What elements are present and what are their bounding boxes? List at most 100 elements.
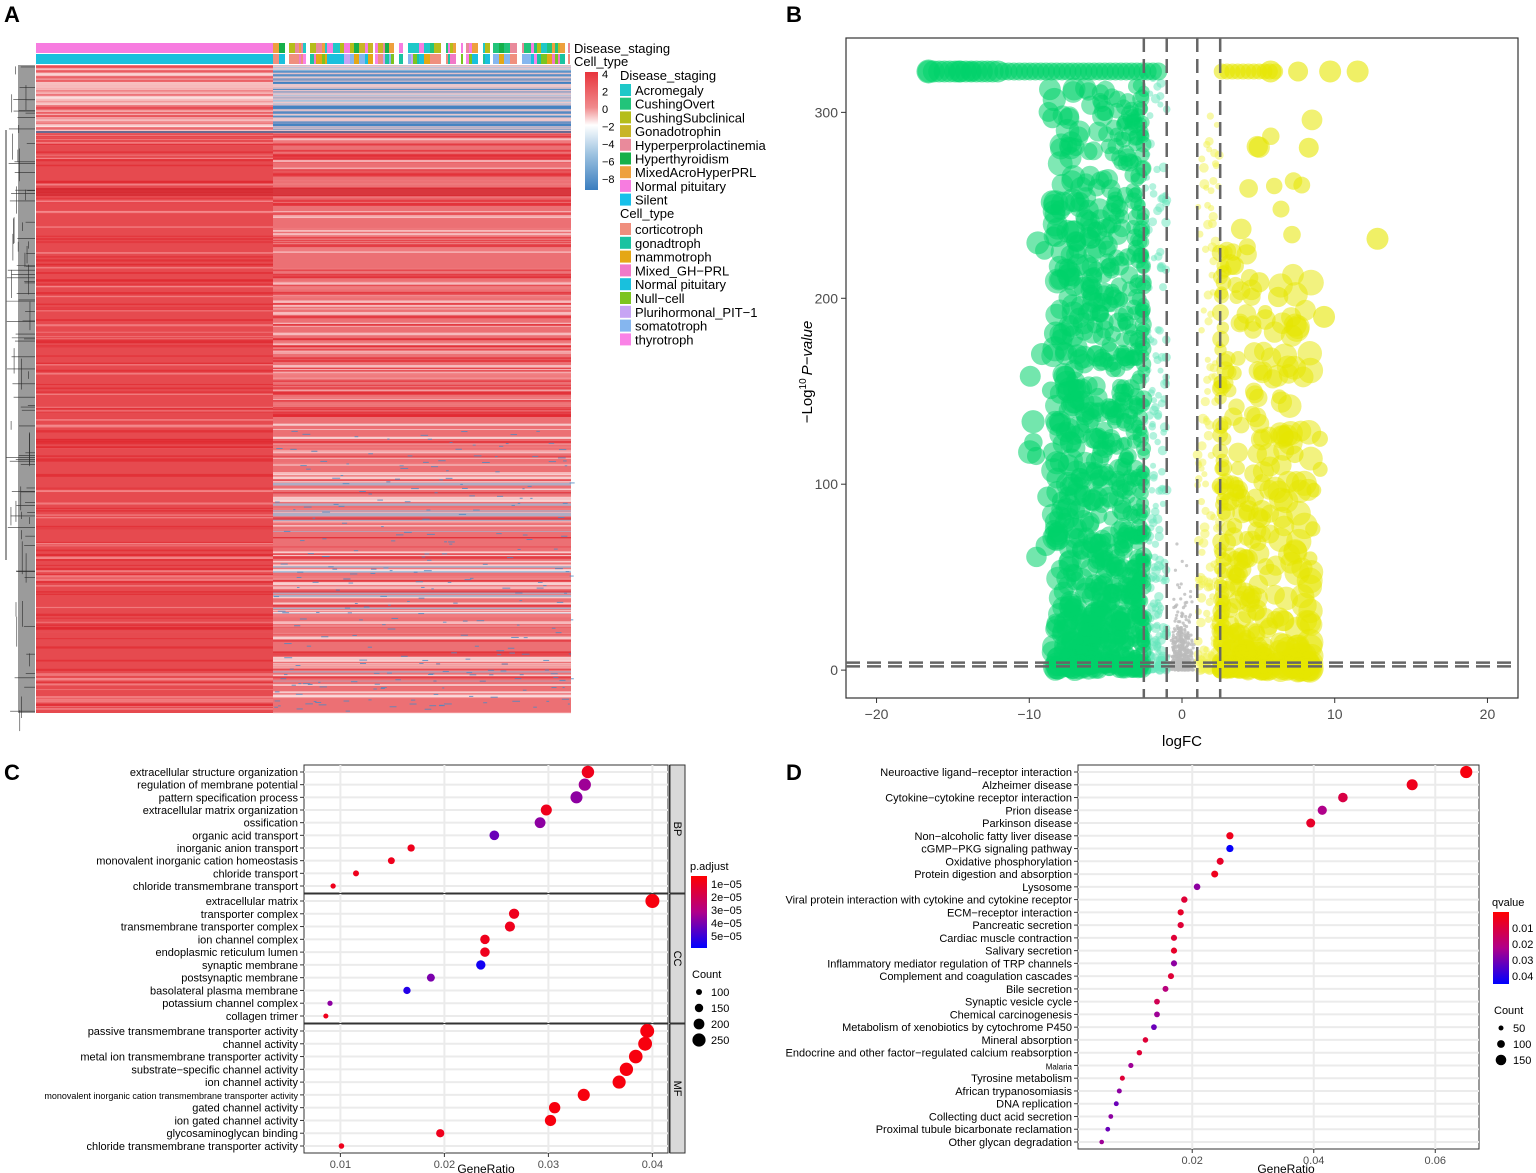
d-dot (1317, 805, 1327, 815)
heat-speckle (434, 492, 438, 494)
volcano-point (1249, 272, 1270, 293)
heat-stripe (273, 280, 571, 283)
legend-swatch (620, 125, 631, 138)
volcano-point (1155, 525, 1164, 534)
volcano-point (1190, 651, 1194, 656)
heat-stripe (273, 312, 571, 315)
heat-stripe (36, 708, 273, 710)
heat-stripe (273, 352, 571, 354)
c-color-tick-label: 4e−05 (711, 918, 742, 930)
d-term-label: Malaria (1046, 1062, 1073, 1071)
volcano-point (1151, 540, 1160, 548)
volcano-point (1206, 112, 1214, 120)
heat-speckle (482, 461, 490, 463)
track-celltype-cell (322, 54, 325, 64)
track-celltype-cell (466, 54, 469, 64)
heat-stripe (36, 668, 273, 671)
heat-stripe (273, 379, 571, 382)
heat-stripe (273, 551, 571, 554)
track-celltype-cell (273, 54, 279, 64)
legend-item: gonadtroph (635, 236, 701, 251)
track-celltype-cell (424, 54, 427, 64)
d-dot (1177, 921, 1184, 929)
volcano-point (1156, 78, 1166, 88)
d-dot (1226, 832, 1234, 840)
c-facet-label: BP (671, 822, 683, 837)
track-disease-cell (370, 43, 373, 53)
heat-stripe (36, 164, 273, 167)
volcano-point (1135, 552, 1149, 566)
track-disease-cell (279, 43, 285, 53)
track-disease-cell (466, 43, 469, 53)
heat-stripe (36, 238, 273, 240)
heat-speckle (424, 553, 430, 555)
volcano-point (1297, 341, 1323, 366)
heat-stripe (36, 553, 273, 556)
heat-speckle (274, 706, 279, 708)
volcano-point (1126, 608, 1143, 625)
heat-stripe (273, 481, 571, 483)
volcano-point (1178, 635, 1182, 639)
dendro-dense (18, 65, 35, 713)
track-disease-cell (322, 43, 325, 53)
volcano-point (1181, 668, 1186, 672)
panel-c-go-dotplot: extracellular structure organizationregu… (44, 764, 686, 1173)
heat-speckle (318, 681, 321, 683)
volcano-point (1084, 581, 1104, 601)
volcano-point (1149, 666, 1157, 674)
track-celltype-cell (370, 54, 373, 64)
heat-stripe (36, 272, 273, 274)
volcano-point (1159, 422, 1170, 433)
legend-swatch (620, 84, 631, 96)
volcano-point (1132, 100, 1148, 116)
heat-stripe (273, 613, 571, 617)
heat-stripe (273, 159, 571, 163)
volcano-point (1180, 631, 1184, 635)
track-disease-cell (327, 43, 333, 53)
c-size-label: 150 (711, 1003, 729, 1015)
d-term-label: Non−alcoholic fatty liver disease (915, 831, 1072, 843)
track-celltype-cell (325, 54, 327, 64)
d-dot (1142, 1037, 1149, 1043)
heat-speckle (442, 670, 449, 672)
heat-speckle (469, 577, 474, 579)
c-dot (403, 986, 411, 995)
heat-stripe (273, 450, 571, 452)
d-term-label: Collecting duct acid secretion (929, 1111, 1072, 1123)
d-dot (1216, 857, 1224, 865)
heat-stripe (273, 396, 571, 399)
c-dot (619, 1062, 634, 1077)
heat-speckle (546, 700, 550, 702)
y-tick-label: 0 (830, 662, 838, 678)
volcano-point (1175, 542, 1179, 546)
track-celltype-cell (510, 54, 517, 64)
track-celltype-cell (385, 54, 389, 64)
heat-speckle (303, 683, 311, 685)
heat-stripe (273, 113, 571, 116)
heat-band (36, 188, 571, 196)
d-x-tick-label: 0.06 (1425, 1155, 1446, 1167)
volcano-point (1130, 196, 1145, 212)
volcano-point (1177, 630, 1181, 634)
heat-speckle (373, 688, 377, 690)
heat-stripe (273, 169, 571, 172)
heat-speckle (275, 501, 280, 503)
heat-stripe (36, 514, 273, 516)
volcano-point (1112, 378, 1128, 394)
heat-speckle (427, 438, 433, 440)
heat-stripe (273, 291, 571, 294)
heat-stripe (36, 564, 273, 566)
volcano-point (1184, 634, 1188, 639)
heat-stripe (273, 180, 571, 182)
heat-stripe (36, 307, 273, 309)
volcano-point (1046, 412, 1070, 437)
heat-stripe (273, 694, 571, 697)
track-celltype-cell (399, 54, 403, 64)
volcano-point (1155, 555, 1165, 565)
heat-speckle (537, 581, 543, 583)
volcano-point (1288, 61, 1309, 82)
volcano-point (1205, 420, 1215, 430)
heat-speckle (543, 585, 547, 587)
heat-speckle (400, 655, 408, 657)
